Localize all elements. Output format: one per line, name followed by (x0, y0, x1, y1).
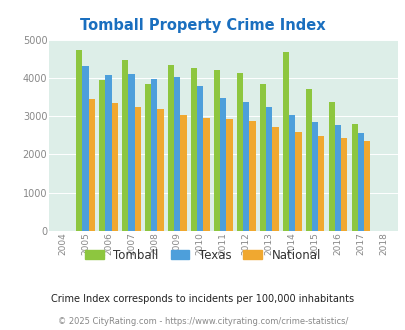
Bar (259, 84, 266, 231)
Text: © 2025 CityRating.com - https://www.cityrating.com/crime-statistics/: © 2025 CityRating.com - https://www.city… (58, 317, 347, 326)
Bar (203, 118, 209, 231)
Bar (128, 74, 134, 231)
Bar (249, 121, 255, 231)
Bar (157, 109, 163, 231)
Text: Tomball Property Crime Index: Tomball Property Crime Index (80, 18, 325, 33)
Bar (305, 89, 311, 231)
Bar (122, 59, 128, 231)
Bar (243, 102, 249, 231)
Bar (266, 107, 272, 231)
Bar (237, 73, 243, 231)
Bar (88, 99, 94, 231)
Bar (180, 115, 186, 231)
Bar (282, 52, 288, 231)
Bar (318, 136, 324, 231)
Bar (151, 79, 157, 231)
Bar (311, 122, 318, 231)
Bar (105, 75, 111, 231)
Bar (145, 83, 151, 231)
Bar (334, 125, 341, 231)
Bar (213, 70, 220, 231)
Bar (168, 65, 174, 231)
Text: Crime Index corresponds to incidents per 100,000 inhabitants: Crime Index corresponds to incidents per… (51, 294, 354, 304)
Legend: Tomball, Texas, National: Tomball, Texas, National (80, 244, 325, 266)
Bar (174, 77, 180, 231)
Bar (82, 66, 88, 231)
Bar (363, 141, 369, 231)
Bar (328, 102, 334, 231)
Bar (99, 80, 105, 231)
Bar (226, 119, 232, 231)
Bar (111, 103, 117, 231)
Bar (272, 127, 278, 231)
Bar (294, 132, 301, 231)
Bar (191, 68, 197, 231)
Bar (357, 133, 363, 231)
Bar (341, 138, 347, 231)
Bar (197, 85, 203, 231)
Bar (220, 98, 226, 231)
Bar (76, 50, 82, 231)
Bar (351, 124, 357, 231)
Bar (288, 115, 294, 231)
Bar (134, 107, 141, 231)
